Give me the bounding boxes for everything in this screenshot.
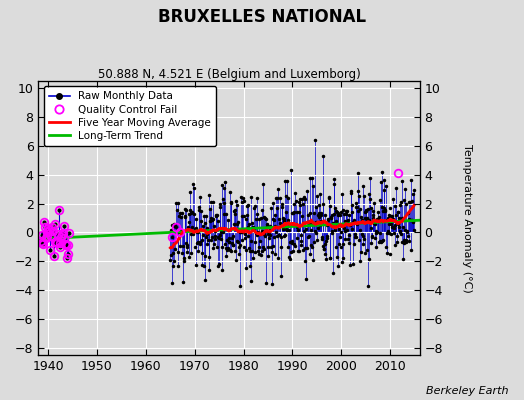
Text: BRUXELLES NATIONAL: BRUXELLES NATIONAL — [158, 8, 366, 26]
Title: 50.888 N, 4.521 E (Belgium and Luxemborg): 50.888 N, 4.521 E (Belgium and Luxemborg… — [97, 68, 361, 81]
Legend: Raw Monthly Data, Quality Control Fail, Five Year Moving Average, Long-Term Tren: Raw Monthly Data, Quality Control Fail, … — [43, 86, 216, 146]
Text: Berkeley Earth: Berkeley Earth — [426, 386, 508, 396]
Y-axis label: Temperature Anomaly (°C): Temperature Anomaly (°C) — [462, 144, 472, 292]
